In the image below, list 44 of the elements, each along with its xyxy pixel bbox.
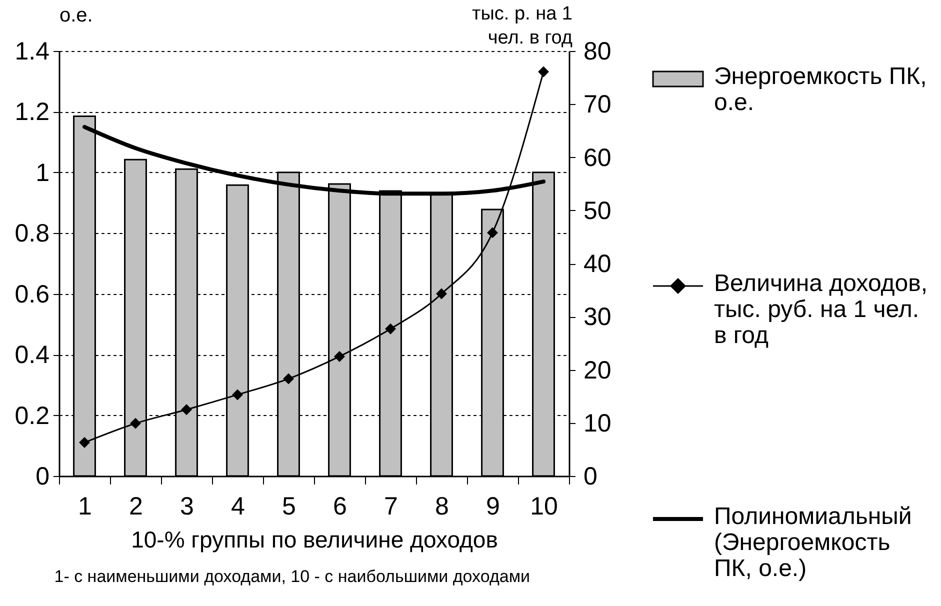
legend-label: Энергоемкость ПК, о.е. xyxy=(714,63,927,116)
point xyxy=(334,350,345,362)
y2-tick-label: 80 xyxy=(584,38,612,66)
y2-tick-label: 30 xyxy=(584,303,612,332)
y2-tick-label: 20 xyxy=(584,356,612,384)
y-tick-label: 0.2 xyxy=(14,402,50,430)
x-tick-label: 9 xyxy=(486,492,500,520)
x-tick-label: 8 xyxy=(435,492,449,520)
y-tick-label: 1.2 xyxy=(14,98,50,126)
y-tick-label: 0 xyxy=(36,462,50,490)
x-tick-label: 5 xyxy=(282,492,296,520)
point xyxy=(385,323,396,334)
y2-tick-label: 40 xyxy=(584,250,612,278)
point xyxy=(79,437,90,448)
x-tick-label: 2 xyxy=(129,492,143,520)
x-tick-label: 4 xyxy=(231,492,246,520)
y-tick-label: 0.6 xyxy=(14,280,50,308)
y2-tick-label: 60 xyxy=(584,144,612,172)
y-axis-title: о.е. xyxy=(60,4,93,26)
point xyxy=(130,418,141,429)
y-tick-label: 0.8 xyxy=(14,220,50,248)
y2-tick-label: 50 xyxy=(584,196,612,225)
point xyxy=(181,404,192,416)
x-tick-label: 3 xyxy=(180,492,194,520)
point xyxy=(538,66,549,78)
point xyxy=(487,227,498,238)
legend-label: Полиномиальный (Энергоемкость ПК, о.е.) xyxy=(714,503,912,582)
point xyxy=(283,373,294,384)
y2-tick-label: 10 xyxy=(584,409,612,438)
y2-tick-label: 0 xyxy=(584,462,598,490)
x-tick-label: 7 xyxy=(384,492,398,520)
x-axis-title: 10-% группы по величине доходов xyxy=(131,526,498,552)
y-tick-label: 1 xyxy=(36,158,50,187)
y-tick-label: 1.4 xyxy=(14,38,50,66)
text: 1- с наименьшими доходами, 10 - с наибольшими доходами xyxy=(54,567,530,586)
y2-tick-label: 70 xyxy=(584,90,612,119)
y2-axis-title: тыс. р. на 1 чел. в год xyxy=(472,4,572,48)
x-tick-label: 1 xyxy=(78,492,92,520)
legend-label: Величина доходов, тыс. руб. на 1 чел. в год xyxy=(714,270,928,349)
x-tick-label: 10 xyxy=(530,492,558,520)
point xyxy=(232,389,243,400)
x-tick-label: 6 xyxy=(333,492,347,520)
y-tick-label: 0.4 xyxy=(14,341,50,370)
point xyxy=(436,288,447,300)
